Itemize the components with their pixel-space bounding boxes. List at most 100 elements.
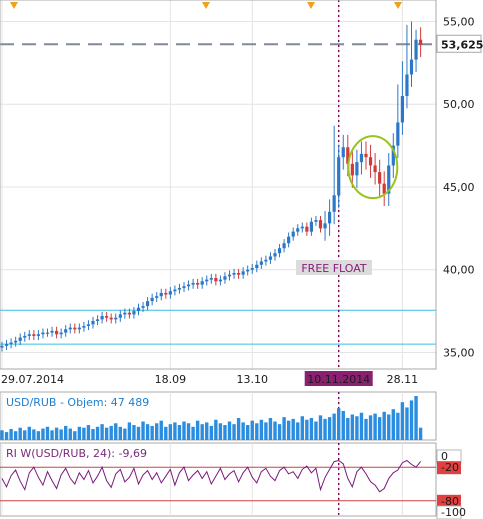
volume-bar [68,428,72,440]
current-price-label: 53,625 [436,34,483,53]
volume-bar [364,418,368,440]
candle-body [200,281,204,285]
candle-body [136,307,141,312]
volume-bar [41,428,45,440]
volume-bar [159,420,163,440]
price-tick-label: 45,00 [443,181,475,194]
candle-body [150,297,154,302]
volume-bar [59,429,63,440]
volume-bar [9,429,13,440]
candle-body [373,165,377,173]
volume-bar [282,417,286,440]
candle-body [241,271,245,275]
candle-body [305,226,309,232]
candle-body [382,183,386,194]
candle-body [419,39,423,45]
volume-bar [4,432,9,440]
price-panel: FREE FLOAT 55,00 50,00 45,00 40,00 35,00 53,… [0,0,483,370]
volume-bar [173,422,177,440]
rsi-tick-box [437,494,461,508]
volume-bar [100,424,104,440]
volume-bar [337,408,341,440]
volume-bar [305,419,309,440]
volume-bar [200,424,204,440]
volume-bar [82,427,86,440]
volume-panel: USD/RUB - Objem: 47 489 [0,391,437,441]
candle-body [250,268,254,270]
price-tick-label: 40,00 [443,264,475,277]
volume-bar [177,425,182,440]
rsi-line [1,459,421,493]
volume-bar [250,420,254,440]
current-price-text: 53,625 [441,38,483,51]
candle-body [291,231,295,237]
volume-bar [18,427,22,440]
candle-body [95,319,100,322]
volume-bar [132,425,136,440]
candle-body [246,269,250,272]
candle-body [159,292,163,297]
top-event-markers [10,2,402,9]
candle-body [146,301,150,307]
volume-bar [141,421,145,440]
candle-body [123,312,127,315]
candle-body [296,228,300,232]
volume-bar [191,426,195,440]
price-tick-label: 35,00 [443,346,475,359]
volume-bar [273,421,277,440]
volume-bar [405,407,409,440]
volume-bar [264,422,268,440]
rsi-tick-label: -20 [441,461,459,474]
candle-body [359,153,364,163]
candle-body [18,337,22,341]
volume-bar [136,426,141,440]
free-float-label: FREE FLOAT [301,262,367,275]
volume-bar [396,412,400,440]
volume-bar [346,418,350,440]
volume-bar [341,410,345,440]
volume-bar [50,430,54,440]
volume-bar [77,426,82,440]
volume-bar [145,424,150,440]
candlestick-series [0,21,423,352]
candle-body [105,316,109,318]
candle-body [132,311,136,315]
candle-body [409,59,414,75]
event-marker-triangle [307,2,315,9]
volume-bar [114,423,118,440]
price-tick-label: 50,00 [443,98,475,111]
event-marker-triangle [202,2,210,9]
volume-bar [32,429,36,440]
rsi-tick-label: 0 [441,450,448,463]
candle-body [259,261,263,265]
volume-bar [277,424,282,440]
rsi-series-line [1,459,421,493]
candle-body [405,74,409,96]
volume-bar [368,415,373,440]
volume-bar [414,396,418,440]
candle-body [27,334,31,336]
candle-body [36,334,40,336]
candle-body [59,332,63,335]
candle-body [255,264,259,269]
candle-body [109,317,113,320]
candle-body [127,312,131,315]
free-float-annotation: FREE FLOAT [296,260,372,275]
candle-body [45,332,50,334]
candle-body [300,226,304,229]
candle-body [232,273,236,275]
volume-bar [382,411,386,440]
volume-bar [54,427,59,440]
volume-bar [168,424,173,440]
date-tick-label: 13.10 [237,373,269,386]
candle-body [173,289,177,292]
rsi-axis: 0-20 -80-100 [436,449,466,519]
volume-bar [218,423,223,440]
candle-body [218,279,222,282]
volume-bar [232,424,236,440]
volume-bar [214,419,218,440]
volume-bar [95,426,100,440]
volume-bar [150,425,154,440]
volume-bar [27,426,31,440]
